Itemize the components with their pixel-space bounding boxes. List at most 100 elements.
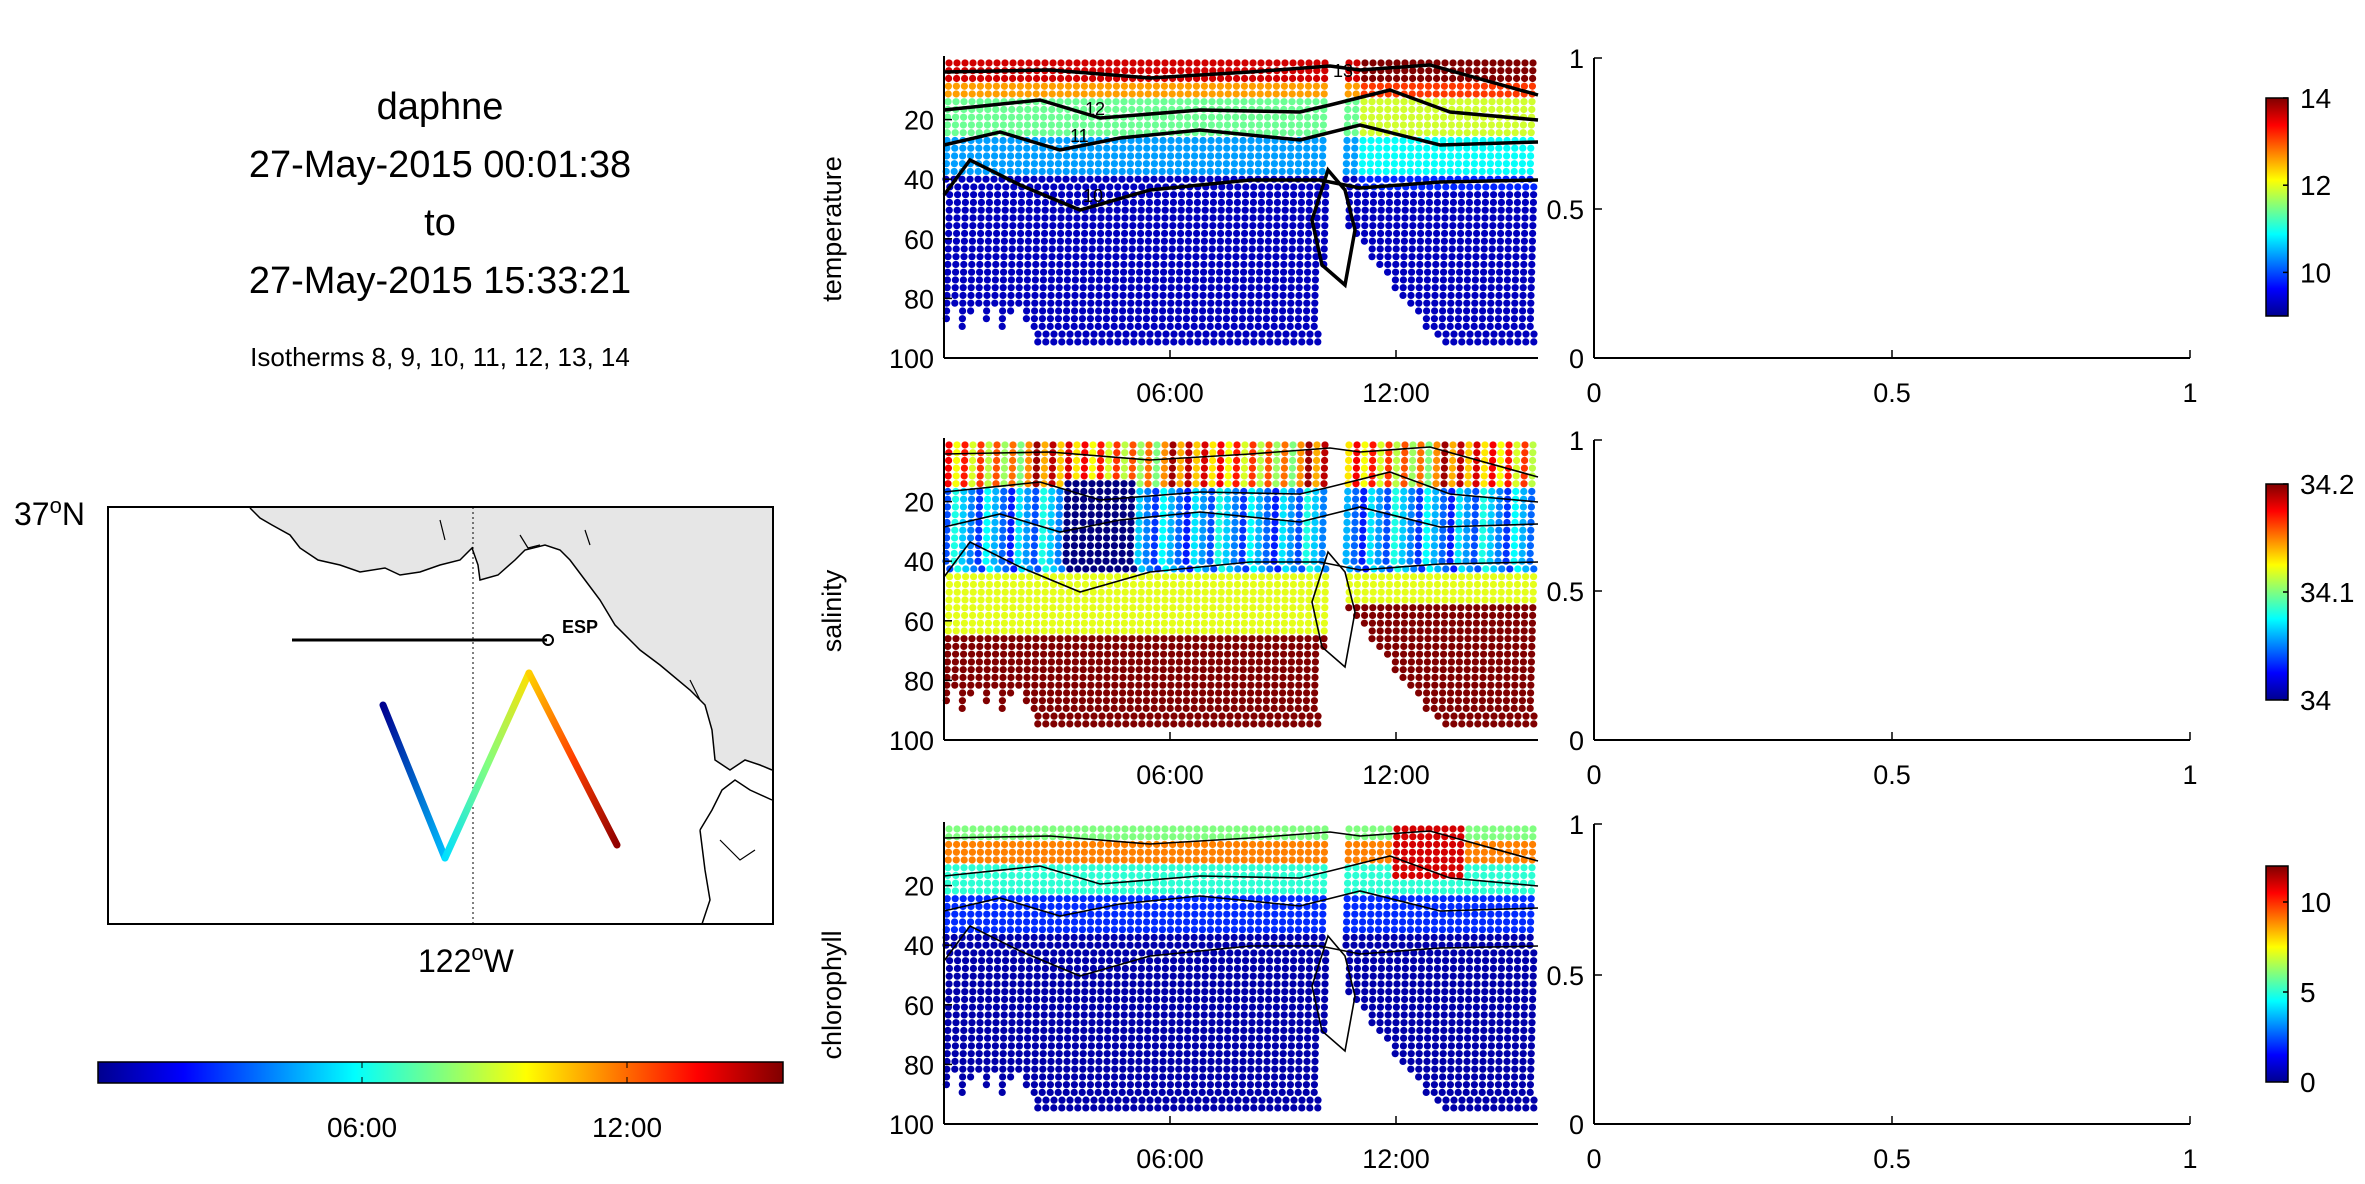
temperature-point bbox=[1392, 98, 1400, 106]
salinity-point bbox=[945, 588, 953, 596]
temperature-point bbox=[1023, 276, 1031, 284]
salinity-point bbox=[1070, 704, 1078, 713]
temperature-point bbox=[1040, 260, 1048, 269]
temperature-point bbox=[1409, 214, 1417, 222]
temperature-point bbox=[1031, 307, 1039, 315]
salinity-point bbox=[1354, 573, 1362, 581]
temperature-point bbox=[1385, 222, 1393, 230]
salinity-point bbox=[1058, 712, 1066, 720]
salinity-point bbox=[1432, 480, 1440, 488]
salinity-point bbox=[1113, 596, 1121, 604]
temperature-point bbox=[1320, 245, 1328, 253]
temperature-point bbox=[1001, 229, 1009, 238]
salinity-point bbox=[1200, 635, 1208, 643]
salinity-point bbox=[958, 542, 967, 550]
temperature-point bbox=[958, 315, 967, 323]
temperature-point bbox=[1320, 82, 1328, 90]
temperature-point bbox=[1456, 90, 1464, 98]
salinity-point bbox=[967, 658, 976, 666]
salinity-point bbox=[991, 518, 999, 527]
salinity-point bbox=[1128, 487, 1136, 496]
salinity-point bbox=[1370, 573, 1378, 581]
salinity-point bbox=[1216, 619, 1224, 627]
temperature-point bbox=[1384, 105, 1392, 114]
temperature-point bbox=[1280, 82, 1288, 90]
temperature-point bbox=[1082, 183, 1090, 191]
temperature-point bbox=[1374, 175, 1382, 183]
temperature-point bbox=[1136, 253, 1144, 261]
temperature-point bbox=[1280, 90, 1288, 98]
temperature-point bbox=[1129, 198, 1137, 207]
temperature-point bbox=[1353, 59, 1361, 67]
temperature-point bbox=[1519, 144, 1527, 152]
salinity-point bbox=[1462, 542, 1470, 550]
salinity-point bbox=[1487, 658, 1495, 666]
salinity-point bbox=[1054, 704, 1062, 713]
salinity-point bbox=[1377, 456, 1385, 465]
salinity-point bbox=[993, 604, 1001, 612]
salinity-point bbox=[1241, 456, 1249, 465]
temperature-point bbox=[1271, 144, 1279, 152]
salinity-point bbox=[1079, 689, 1087, 697]
temperature-point bbox=[1242, 330, 1250, 338]
temperature-point bbox=[1472, 237, 1480, 245]
temperature-point bbox=[1110, 167, 1118, 176]
temperature-point bbox=[966, 175, 974, 183]
salinity-point bbox=[1214, 549, 1222, 558]
temperature-point bbox=[1487, 152, 1495, 160]
temperature-point bbox=[1415, 291, 1423, 300]
salinity-point bbox=[1160, 480, 1168, 488]
salinity-point bbox=[1194, 720, 1202, 728]
temperature-point bbox=[1385, 59, 1393, 67]
temperature-point bbox=[1105, 59, 1113, 67]
temperature-point bbox=[1376, 113, 1384, 121]
salinity-point bbox=[1407, 673, 1415, 682]
salinity-point bbox=[1039, 503, 1047, 511]
salinity-point bbox=[1030, 704, 1038, 713]
temperature-point bbox=[1001, 198, 1010, 207]
salinity-point bbox=[951, 503, 960, 511]
salinity-point bbox=[1448, 627, 1456, 635]
temperature-point bbox=[1494, 315, 1502, 323]
temperature-point bbox=[1015, 121, 1024, 129]
temperature-point bbox=[1454, 322, 1462, 331]
salinity-point bbox=[1120, 487, 1128, 496]
salinity-point bbox=[1161, 456, 1169, 465]
temperature-point bbox=[1074, 330, 1082, 338]
salinity-point bbox=[1103, 673, 1111, 682]
temperature-point bbox=[976, 268, 984, 276]
salinity-point bbox=[1505, 604, 1513, 612]
temperature-point bbox=[1297, 74, 1305, 83]
temperature-point bbox=[1183, 299, 1191, 307]
salinity-point bbox=[1455, 666, 1463, 674]
start-time: 27-May-2015 00:01:38 bbox=[248, 144, 632, 186]
salinity-point bbox=[1015, 534, 1023, 542]
salinity-point bbox=[1222, 549, 1230, 558]
temperature-point bbox=[1279, 129, 1287, 137]
temperature-point bbox=[1113, 67, 1121, 75]
temperature-point bbox=[1024, 237, 1032, 245]
salinity-point bbox=[1424, 472, 1432, 480]
temperature-point bbox=[1048, 90, 1056, 98]
temperature-point bbox=[1472, 82, 1480, 90]
temperature-point bbox=[1033, 198, 1041, 207]
temperature-point bbox=[1046, 322, 1054, 331]
temperature-point bbox=[994, 191, 1002, 199]
salinity-point bbox=[1215, 673, 1223, 682]
salinity-point bbox=[1136, 464, 1144, 472]
salinity-point bbox=[1311, 503, 1319, 511]
salinity-point bbox=[1111, 673, 1119, 682]
temperature-point bbox=[1039, 152, 1047, 160]
temperature-point bbox=[1224, 253, 1232, 261]
temperature-point bbox=[1033, 222, 1041, 230]
temperature-point bbox=[1463, 299, 1471, 307]
salinity-point bbox=[1471, 658, 1479, 666]
temperature-point bbox=[1423, 276, 1431, 284]
temperature-point bbox=[1079, 299, 1087, 307]
temperature-point bbox=[1464, 98, 1472, 106]
temperature-point bbox=[1302, 322, 1310, 331]
temperature-point bbox=[1016, 253, 1024, 261]
salinity-point bbox=[967, 666, 975, 674]
temperature-point bbox=[1530, 183, 1538, 191]
temperature-point bbox=[1416, 90, 1424, 98]
